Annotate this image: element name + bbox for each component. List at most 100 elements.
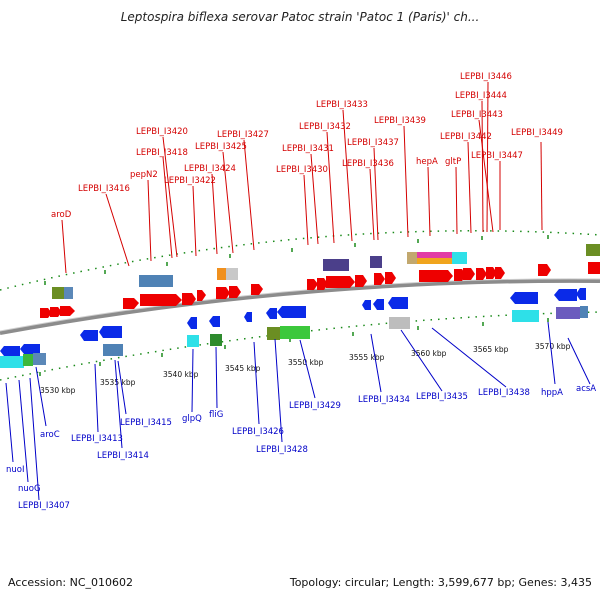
gene-arrow [197,290,206,301]
gene-block [417,258,452,264]
gene-arrow [307,279,318,290]
gene-label[interactable]: LEPBI_I3425 [195,142,247,152]
gene-arrow [277,306,306,318]
gene-arrow [374,273,385,285]
gene-block [139,275,173,287]
gene-arrow [266,308,277,319]
gene-label[interactable]: LEPBI_I3442 [440,132,492,142]
outer-major-ticks [44,235,549,285]
gene-label[interactable]: LEPBI_I3428 [256,445,308,455]
gene-arrow [229,286,241,298]
gene-label[interactable]: LEPBI_I3430 [276,165,328,175]
gene-arrow [419,270,453,282]
gene-block [187,335,199,347]
topology-text: Topology: circular; Length: 3,599,677 bp… [289,576,592,589]
gene-block [417,252,452,258]
gene-label[interactable]: LEPBI_I3413 [71,434,123,444]
gene-arrow [251,284,263,295]
gene-label[interactable]: LEPBI_I3439 [374,116,426,126]
gene-arrow [486,267,497,279]
gene-label[interactable]: LEPBI_I3424 [184,164,236,174]
tick-label: 3540 kbp [163,370,199,379]
gene-label[interactable]: LEPBI_I3415 [120,418,172,428]
gene-label[interactable]: fliG [209,410,223,420]
forward-strand-genes [40,262,600,318]
gene-label[interactable]: LEPBI_I3446 [460,72,512,82]
gene-block [0,356,24,368]
gene-label[interactable]: LEPBI_I3435 [416,392,468,402]
gene-label[interactable]: LEPBI_I3436 [342,159,394,169]
gene-arrow [373,299,384,310]
gene-block [452,252,467,264]
gene-arrow [80,330,98,341]
gene-arrow [476,268,487,280]
gene-label[interactable]: LEPBI_I3438 [478,388,530,398]
gene-block [217,268,226,280]
gene-arrow [60,306,75,316]
gene-arrow [362,300,371,310]
gene-label[interactable]: LEPBI_I3427 [217,130,269,140]
gene-label[interactable]: nuoG [18,484,41,494]
gene-label[interactable]: acsA [576,384,596,394]
gene-label[interactable]: aroC [40,430,60,440]
reverse-strand-genes [0,288,586,356]
gene-label[interactable]: LEPBI_I3433 [316,100,368,110]
gene-label[interactable]: LEPBI_I3432 [299,122,351,132]
top-leader-lines [61,81,543,274]
gene-label[interactable]: LEPBI_I3443 [451,110,503,120]
gene-label[interactable]: hepA [416,157,438,167]
gene-label[interactable]: LEPBI_I3407 [18,501,70,511]
tick-label: 3545 kbp [225,364,261,373]
gene-label[interactable]: LEPBI_I3416 [78,184,130,194]
gene-arrow [182,293,196,305]
gene-arrow [463,268,475,280]
tick-label: 3530 kbp [40,386,76,395]
gene-label[interactable]: nuoI [6,465,24,475]
gene-label[interactable]: LEPBI_I3422 [164,176,216,186]
tick-label: 3570 kbp [535,342,571,351]
gene-label[interactable]: pepN2 [130,170,158,180]
gene-label[interactable]: LEPBI_I3420 [136,127,188,137]
gene-block [103,344,123,356]
top-gene-labels: LEPBI_I3446 LEPBI_I3444 LEPBI_I3443 LEPB… [51,72,563,220]
gene-arrow [388,297,408,309]
gene-label[interactable]: glpQ [182,414,202,424]
gene-label[interactable]: gltP [445,157,461,167]
gene-label[interactable]: LEPBI_I3449 [511,128,563,138]
gene-block [389,317,410,329]
gene-arrow [123,298,139,309]
tick-label: 3555 kbp [349,353,385,362]
gene-label[interactable]: LEPBI_I3426 [232,427,284,437]
gene-block [580,306,588,318]
gene-label[interactable]: hppA [541,388,563,398]
gene-label[interactable]: LEPBI_I3444 [455,91,507,101]
gene-label[interactable]: LEPBI_I3447 [471,151,523,161]
gene-label[interactable]: LEPBI_I3431 [282,144,334,154]
gene-arrow [538,264,551,276]
gene-label[interactable]: LEPBI_I3418 [136,148,188,158]
gene-label[interactable]: LEPBI_I3434 [358,395,410,405]
gene-block [64,287,73,299]
genome-backbone [0,278,600,335]
tick-label: 3535 kbp [100,378,136,387]
gene-block [280,326,310,339]
gene-block [586,244,600,256]
gene-label[interactable]: LEPBI_I3429 [289,401,341,411]
inner-major-ticks [39,318,549,376]
gene-arrow [495,267,505,279]
gene-arrow [40,308,52,318]
gene-label[interactable]: LEPBI_I3414 [97,451,149,461]
tick-label: 3565 kbp [473,345,509,354]
inner-dotted-ring-bottom [0,311,600,381]
gene-arrow [187,317,197,329]
gene-arrow [588,262,600,274]
inner-gene-blocks [0,306,588,368]
gene-arrow [99,326,122,338]
gene-block [210,334,222,346]
gene-label[interactable]: aroD [51,210,72,220]
gene-arrow [244,312,252,322]
gene-block [407,252,417,264]
gene-label[interactable]: LEPBI_I3437 [347,138,399,148]
gene-arrow [20,344,40,354]
